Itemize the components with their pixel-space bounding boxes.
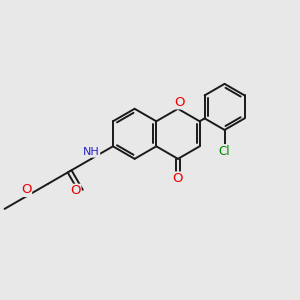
Text: Cl: Cl xyxy=(219,145,230,158)
Text: O: O xyxy=(70,184,81,197)
Text: O: O xyxy=(174,96,185,109)
Text: NH: NH xyxy=(83,147,100,157)
Text: O: O xyxy=(173,172,183,185)
Text: O: O xyxy=(21,183,32,196)
